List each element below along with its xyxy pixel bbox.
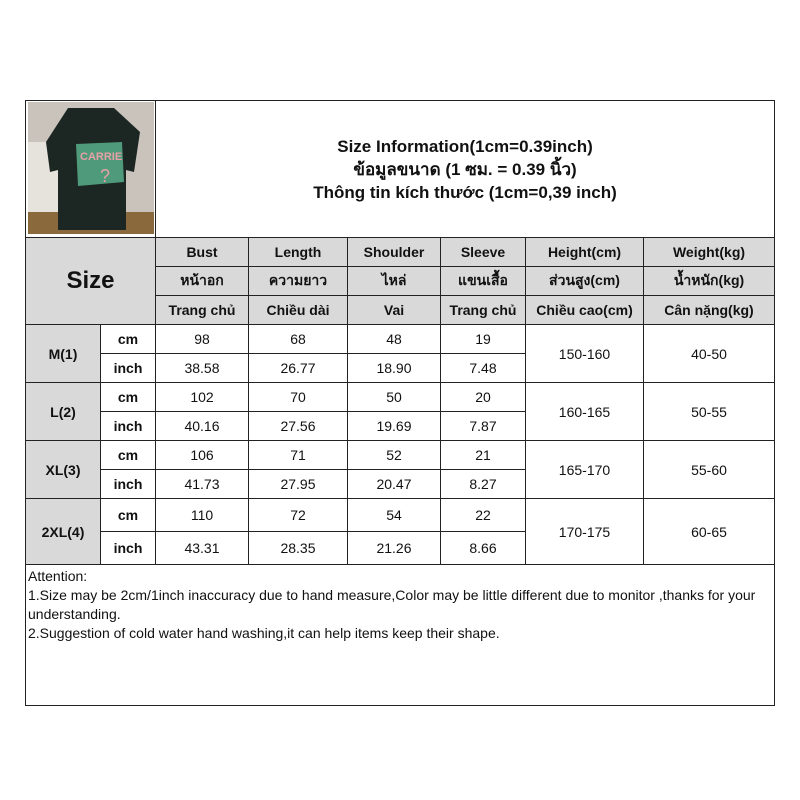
shoulder-inch: 20.47 xyxy=(347,469,441,499)
sleeve-inch: 7.87 xyxy=(440,411,526,441)
unit-inch: inch xyxy=(100,531,156,565)
shoulder-cm: 52 xyxy=(347,440,441,470)
length-cm: 72 xyxy=(248,498,348,532)
sleeve-cm: 19 xyxy=(440,324,526,354)
height-range: 165-170 xyxy=(525,440,644,499)
header-shoulder-vi: Vai xyxy=(347,295,441,325)
header-length-vi: Chiều dài xyxy=(248,295,348,325)
length-cm: 70 xyxy=(248,382,348,412)
note-2: 2.Suggestion of cold water hand washing,… xyxy=(28,625,500,641)
shoulder-cm: 54 xyxy=(347,498,441,532)
height-range: 150-160 xyxy=(525,324,644,383)
header-height-thai: ส่วนสูง(cm) xyxy=(525,266,644,296)
header-weight-thai: น้ำหนัก(kg) xyxy=(642,266,776,296)
length-cm: 68 xyxy=(248,324,348,354)
svg-text:CARRIE: CARRIE xyxy=(80,151,122,163)
bust-inch: 38.58 xyxy=(155,353,249,383)
shoulder-inch: 21.26 xyxy=(347,531,441,565)
header-bust-thai: หน้าอก xyxy=(155,266,249,296)
attention-notes: Attention: 1.Size may be 2cm/1inch inacc… xyxy=(24,564,776,706)
header-sleeve-vi: Trang chủ xyxy=(440,295,526,325)
shoulder-cm: 50 xyxy=(347,382,441,412)
header-height: Height(cm) xyxy=(525,237,644,267)
unit-inch: inch xyxy=(100,353,156,383)
unit-inch: inch xyxy=(100,411,156,441)
weight-range: 55-60 xyxy=(642,440,776,499)
length-inch: 26.77 xyxy=(248,353,348,383)
sleeve-cm: 22 xyxy=(440,498,526,532)
header-sleeve: Sleeve xyxy=(440,237,526,267)
length-inch: 28.35 xyxy=(248,531,348,565)
size-chart-table: CARRIE ? Size Information(1cm=0.39inch) … xyxy=(24,100,776,706)
weight-range: 50-55 xyxy=(642,382,776,441)
unit-cm: cm xyxy=(100,498,156,532)
unit-inch: inch xyxy=(100,469,156,499)
unit-cm: cm xyxy=(100,324,156,354)
tshirt-image: CARRIE ? xyxy=(27,101,154,234)
height-range: 160-165 xyxy=(525,382,644,441)
title-vietnamese: Thông tin kích thước (1cm=0,39 inch) xyxy=(313,182,617,202)
header-bust: Bust xyxy=(155,237,249,267)
size-information-title: Size Information(1cm=0.39inch) ข้อมูลขนา… xyxy=(154,100,776,238)
size-name: 2XL(4) xyxy=(25,498,101,565)
length-inch: 27.95 xyxy=(248,469,348,499)
sleeve-inch: 8.27 xyxy=(440,469,526,499)
unit-cm: cm xyxy=(100,440,156,470)
header-bust-vi: Trang chủ xyxy=(155,295,249,325)
bust-inch: 41.73 xyxy=(155,469,249,499)
size-name: M(1) xyxy=(25,324,101,383)
header-length-thai: ความยาว xyxy=(248,266,348,296)
note-1: 1.Size may be 2cm/1inch inaccuracy due t… xyxy=(28,587,756,622)
shoulder-cm: 48 xyxy=(347,324,441,354)
bust-cm: 98 xyxy=(155,324,249,354)
svg-text:?: ? xyxy=(100,166,110,186)
title-english: Size Information(1cm=0.39inch) xyxy=(337,136,593,156)
header-shoulder-thai: ไหล่ xyxy=(347,266,441,296)
bust-cm: 106 xyxy=(155,440,249,470)
weight-range: 40-50 xyxy=(642,324,776,383)
notes-heading: Attention: xyxy=(28,568,88,584)
sleeve-cm: 20 xyxy=(440,382,526,412)
size-name: XL(3) xyxy=(25,440,101,499)
height-range: 170-175 xyxy=(525,498,644,565)
unit-cm: cm xyxy=(100,382,156,412)
length-inch: 27.56 xyxy=(248,411,348,441)
title-thai: ข้อมูลขนาด (1 ซม. = 0.39 นิ้ว) xyxy=(353,159,577,179)
shoulder-inch: 18.90 xyxy=(347,353,441,383)
bust-cm: 102 xyxy=(155,382,249,412)
header-length: Length xyxy=(248,237,348,267)
sleeve-inch: 8.66 xyxy=(440,531,526,565)
bust-inch: 43.31 xyxy=(155,531,249,565)
length-cm: 71 xyxy=(248,440,348,470)
shoulder-inch: 19.69 xyxy=(347,411,441,441)
header-sleeve-thai: แขนเสื้อ xyxy=(440,266,526,296)
weight-range: 60-65 xyxy=(642,498,776,565)
header-height-vi: Chiều cao(cm) xyxy=(525,295,644,325)
header-weight-vi: Cân nặng(kg) xyxy=(642,295,776,325)
header-shoulder: Shoulder xyxy=(347,237,441,267)
sleeve-inch: 7.48 xyxy=(440,353,526,383)
header-weight: Weight(kg) xyxy=(642,237,776,267)
bust-inch: 40.16 xyxy=(155,411,249,441)
size-header: Size xyxy=(25,237,156,325)
sleeve-cm: 21 xyxy=(440,440,526,470)
product-photo: CARRIE ? xyxy=(25,100,156,238)
size-name: L(2) xyxy=(25,382,101,441)
bust-cm: 110 xyxy=(155,498,249,532)
